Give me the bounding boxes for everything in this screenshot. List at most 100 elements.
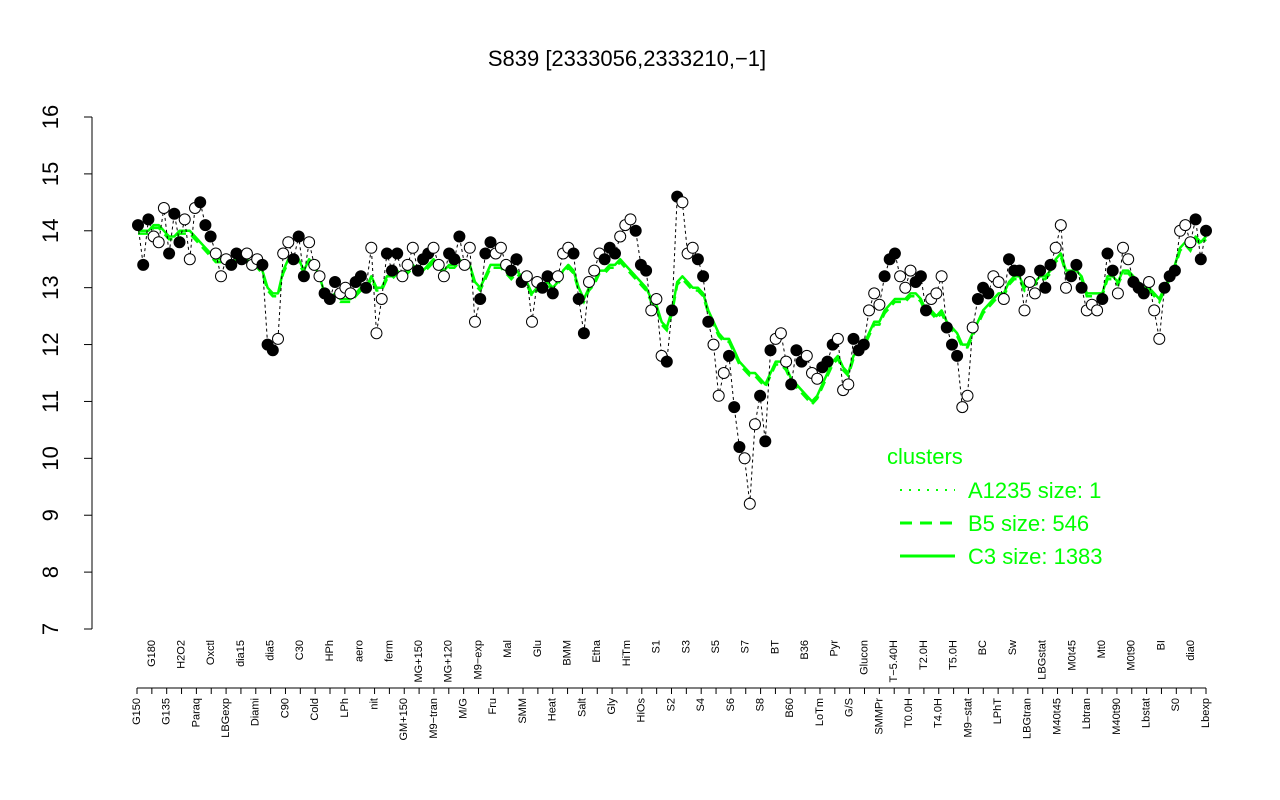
data-point [437,270,450,283]
data-point [1065,270,1078,283]
data-point [427,241,440,254]
data-point [484,236,497,249]
data-point [650,293,663,305]
data-point [1137,287,1150,300]
data-point [1158,281,1171,294]
x-tick-label: M/G [458,698,470,719]
x-tick-label: LPhT [992,698,1004,725]
data-point [997,293,1010,305]
data-point [1054,219,1067,232]
data-point [966,321,979,334]
data-point [469,315,481,328]
x-tick-label: T4.0H [933,698,945,728]
x-tick-label: HPh [324,640,336,661]
data-point [588,264,601,277]
data-point [1106,264,1119,277]
x-tick-label: LBGtran [1022,698,1034,739]
x-tick-label: LPh [339,698,351,718]
data-point [1184,236,1197,249]
x-tick-label: dia15 [235,640,247,667]
data-point [209,247,222,260]
data-point [541,270,554,283]
data-point [1096,293,1109,305]
data-point [992,276,1005,288]
x-tick-label: S1 [651,640,663,653]
data-point [712,389,725,402]
data-point [142,213,155,226]
data-point [754,389,767,402]
x-tick-label: Diami [250,698,262,726]
data-point [847,332,860,345]
y-tick-label: 11 [38,390,63,413]
x-tick-label: S5 [710,640,722,653]
x-tick-label: Cold [309,698,321,721]
data-point [614,230,627,243]
data-point [951,349,964,362]
x-tick-label: Lbstat [1141,698,1153,728]
data-point [1101,247,1114,260]
x-tick-label: HiOs [636,698,648,723]
data-point [697,270,710,283]
x-tick-label: S8 [754,698,766,711]
data-point [946,338,958,351]
data-point [526,315,538,328]
data-point [577,327,590,340]
x-tick-label: C90 [279,698,291,718]
data-point [303,236,316,249]
x-tick-label: T5.0H [948,640,960,670]
data-point [774,327,787,340]
data-point [157,202,170,214]
data-point [717,367,730,379]
data-point [1168,264,1181,277]
data-point [1194,253,1207,266]
data-point [277,247,290,260]
x-tick-label: M0t90 [1126,640,1138,671]
y-tick-label: 14 [38,219,63,243]
x-tick-label: B60 [784,698,796,718]
data-point [863,304,875,317]
data-point [225,258,238,271]
x-tick-label: M9−tran [428,698,440,739]
x-tick-label: dia0 [1185,640,1197,661]
legend-title: clusters [887,444,963,469]
data-point [401,258,414,271]
y-tick-label: 12 [38,332,63,356]
data-point [904,264,917,277]
y-tick-label: 13 [38,275,63,299]
data-point [463,241,476,254]
data-point [391,247,404,260]
x-tick-label: Mal [502,640,514,658]
data-point [386,264,398,277]
data-point [370,327,383,340]
x-tick-label: Heat [547,698,559,721]
data-point [914,270,927,283]
legend-label-a1235: A1235 size: 1 [968,478,1101,503]
data-point [899,281,912,294]
x-tick-label: Glu [532,640,544,657]
data-point [707,338,720,351]
data-point [474,293,487,305]
data-point [505,264,518,277]
data-point [749,418,761,431]
data-point [738,452,751,465]
data-point [292,230,305,243]
data-point [360,281,373,294]
data-point [215,270,227,283]
x-tick-label: Pyr [829,640,841,657]
y-tick-label: 10 [38,446,63,470]
x-tick-label: Mt0 [1096,640,1108,658]
data-point [137,258,150,271]
x-tick-label: G/S [844,698,856,717]
data-point [282,236,295,249]
x-tick-label: Lbexp [1200,698,1212,728]
data-point [494,241,507,254]
data-point [510,253,523,266]
x-tick-label: SMMPr [873,698,885,735]
x-tick-label: M9−exp [472,640,484,679]
data-point [686,241,699,254]
x-tick-label: T0.0H [903,698,915,728]
data-point [733,441,746,453]
data-point [132,219,144,232]
x-tick-label: H2O2 [175,640,187,669]
